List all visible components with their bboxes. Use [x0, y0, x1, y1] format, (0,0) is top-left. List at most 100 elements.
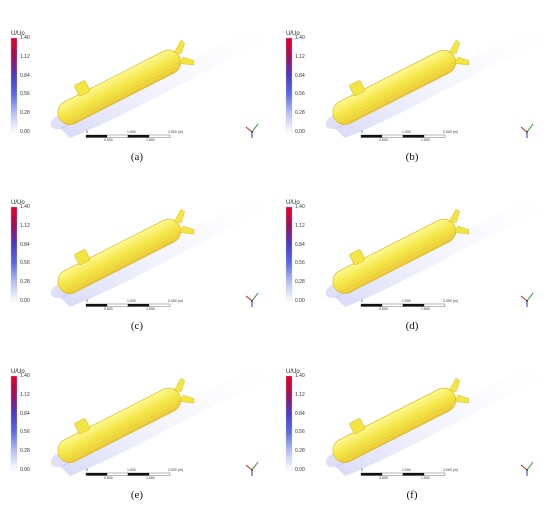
legend-tick-label: 0.84	[20, 241, 30, 248]
axis-triad-icon	[520, 123, 534, 138]
legend-tick-label: 0.84	[295, 72, 305, 79]
figure-panel: U/Uo 1.40 1.12 0.84 0.56 0.28 0.00 0 1.000 2.000 …	[0, 169, 275, 338]
scale-bar	[360, 472, 446, 476]
scale-label: 0	[361, 468, 363, 472]
legend-tick-label: 1.40	[295, 35, 305, 41]
scale-label: 2.000 (m)	[168, 299, 183, 303]
legend-title: U/Uo	[11, 31, 25, 37]
flow-wake	[335, 18, 550, 138]
scale-label: 0.500	[379, 138, 388, 142]
scale-label: 1.500	[146, 307, 155, 311]
legend-tick-label: 1.12	[20, 53, 30, 60]
scale-label: 0.500	[104, 307, 113, 311]
scale-label: 2.000 (m)	[443, 130, 458, 134]
legend-tick-label: 0.84	[295, 241, 305, 248]
legend-title: U/Uo	[286, 200, 300, 206]
flow-visualization	[285, 187, 550, 307]
flow-visualization	[285, 18, 550, 138]
panel-caption: (d)	[405, 320, 419, 332]
scale-label: 0	[361, 299, 363, 303]
axis-triad-icon	[245, 123, 259, 138]
legend-tick-label: 0.56	[20, 429, 30, 436]
axis-triad-icon	[520, 292, 534, 307]
legend-tick-label: 0.56	[295, 260, 305, 267]
scale-bar	[360, 303, 446, 307]
axis-triad-icon	[520, 461, 534, 476]
legend-tick-label: 0.56	[295, 91, 305, 98]
panel-caption: (c)	[130, 320, 144, 332]
figure-panel: U/Uo 1.40 1.12 0.84 0.56 0.28 0.00 0 1.000 2.000 …	[275, 0, 550, 169]
scale-label: 2.000 (m)	[168, 468, 183, 472]
legend-tick-label: 0.00	[295, 467, 305, 473]
legend-tick-label: 1.40	[20, 204, 30, 210]
figure-panel: U/Uo 1.40 1.12 0.84 0.56 0.28 0.00 0 1.000 2.000 …	[0, 0, 275, 169]
scale-bar	[85, 134, 171, 138]
legend-title: U/Uo	[11, 369, 25, 375]
legend-tick-label: 0.00	[20, 129, 30, 135]
legend-tick-label: 0.56	[20, 260, 30, 267]
scale-label: 0.500	[379, 307, 388, 311]
legend-color-bar	[285, 206, 293, 302]
legend-color-bar	[10, 37, 18, 133]
flow-wake	[335, 356, 550, 476]
scale-bar	[85, 303, 171, 307]
scale-label: 1.000	[402, 468, 411, 472]
legend-title: U/Uo	[286, 31, 300, 37]
legend-tick-label: 1.12	[295, 391, 305, 398]
legend-tick-label: 1.12	[20, 222, 30, 229]
flow-visualization	[10, 187, 275, 307]
legend-tick-label: 0.00	[295, 298, 305, 304]
scale-label: 0	[86, 468, 88, 472]
legend-tick-label: 1.12	[20, 391, 30, 398]
panel-caption: (a)	[130, 151, 144, 163]
legend-tick-label: 0.28	[20, 448, 30, 455]
submarine-hull	[57, 208, 195, 294]
flow-wake	[335, 187, 550, 307]
legend-color-bar	[10, 375, 18, 471]
scale-bar	[85, 472, 171, 476]
scale-label: 2.000 (m)	[443, 468, 458, 472]
legend-tick-label: 1.40	[295, 373, 305, 379]
scale-label: 1.000	[127, 130, 136, 134]
panel-caption: (e)	[130, 489, 144, 501]
legend-tick-label: 0.00	[20, 467, 30, 473]
legend-tick-label: 0.84	[20, 410, 30, 417]
scale-label: 1.000	[127, 299, 136, 303]
legend-tick-label: 0.56	[295, 429, 305, 436]
scale-label: 1.500	[146, 138, 155, 142]
legend-title: U/Uo	[11, 200, 25, 206]
scale-label: 1.000	[127, 468, 136, 472]
legend-color-bar	[285, 375, 293, 471]
legend-color-bar	[10, 206, 18, 302]
legend-tick-label: 0.28	[20, 110, 30, 117]
legend-tick-label: 0.28	[295, 110, 305, 117]
flow-wake	[60, 187, 275, 307]
legend-tick-label: 1.12	[295, 222, 305, 229]
panel-caption: (b)	[405, 151, 419, 163]
legend-tick-label: 0.00	[295, 129, 305, 135]
scale-label: 2.000 (m)	[168, 130, 183, 134]
submarine-hull	[332, 208, 470, 294]
legend-tick-label: 1.40	[295, 204, 305, 210]
legend-tick-label: 0.00	[20, 298, 30, 304]
legend-tick-label: 0.28	[295, 279, 305, 286]
scale-label: 0.500	[379, 476, 388, 480]
legend-color-bar	[285, 37, 293, 133]
axis-triad-icon	[245, 461, 259, 476]
scale-label: 2.000 (m)	[443, 299, 458, 303]
scale-label: 1.500	[421, 307, 430, 311]
legend-tick-label: 1.40	[20, 373, 30, 379]
figure-panel: U/Uo 1.40 1.12 0.84 0.56 0.28 0.00 0 1.000 2.000 …	[275, 169, 550, 338]
flow-visualization	[285, 356, 550, 476]
legend-tick-label: 1.12	[295, 53, 305, 60]
panel-caption: (f)	[406, 489, 418, 501]
legend-tick-label: 0.56	[20, 91, 30, 98]
legend-title: U/Uo	[286, 369, 300, 375]
submarine-hull	[57, 377, 195, 463]
flow-wake	[60, 18, 275, 138]
scale-bar	[360, 134, 446, 138]
scale-label: 0.500	[104, 138, 113, 142]
scale-label: 0	[361, 130, 363, 134]
legend-tick-label: 1.40	[20, 35, 30, 41]
figure-panel: U/Uo 1.40 1.12 0.84 0.56 0.28 0.00 0 1.000 2.000 …	[275, 338, 550, 507]
